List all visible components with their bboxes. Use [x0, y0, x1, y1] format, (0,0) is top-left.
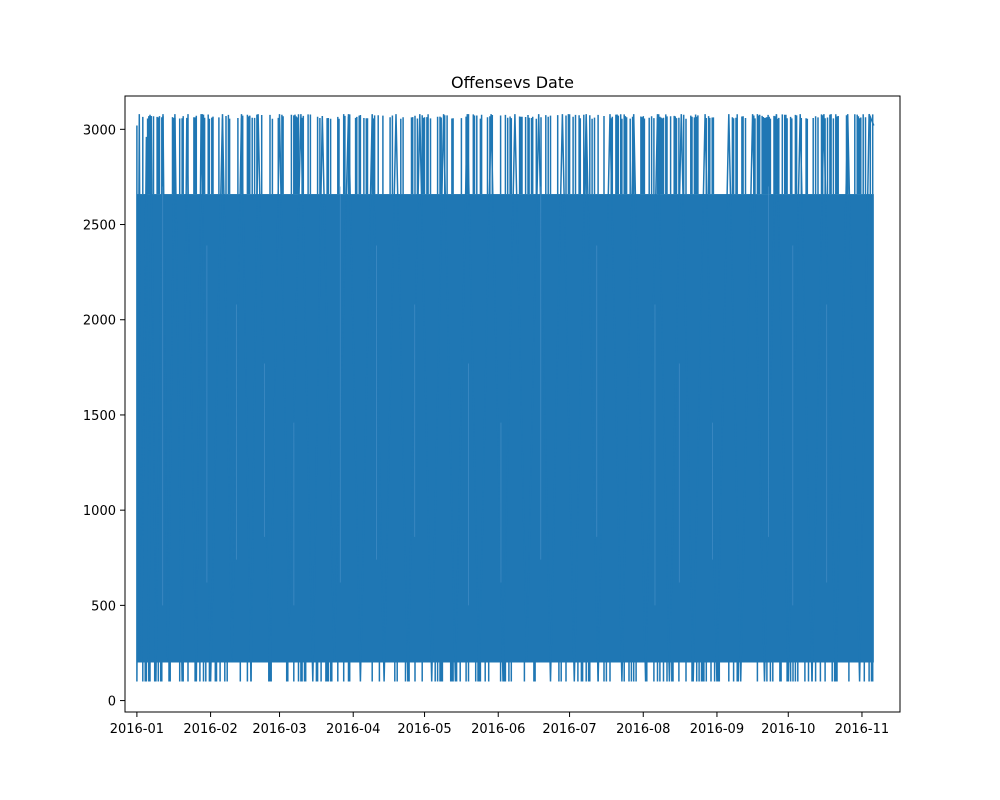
y-axis: 0 500 1000 1500 2000 2500 3000: [83, 123, 125, 710]
x-tick-label: 2016-09: [690, 722, 744, 737]
plot-frame: [124, 95, 901, 713]
x-tick-label: 2016-08: [616, 722, 670, 737]
y-tick-label: 2000: [83, 314, 116, 329]
x-axis: 2016-01 2016-02 2016-03 2016-04 2016-05 2016-…: [110, 712, 889, 737]
x-tick-label: 2016-03: [252, 722, 306, 737]
x-tick-label: 2016-06: [471, 722, 525, 737]
x-tick-label: 2016-10: [761, 722, 815, 737]
x-tick-label: 2016-04: [326, 722, 380, 737]
y-tick-label: 2500: [83, 219, 116, 234]
chart-title: Offensevs Date: [451, 73, 574, 92]
y-tick-label: 0: [108, 695, 116, 710]
plot-area: [136, 113, 875, 682]
x-tick-label: 2016-05: [397, 722, 451, 737]
x-tick-label: 2016-07: [542, 722, 596, 737]
series-line: [136, 113, 875, 682]
y-tick-label: 3000: [83, 123, 116, 138]
y-tick-label: 1000: [83, 504, 116, 519]
x-tick-label: 2016-01: [110, 722, 164, 737]
y-tick-label: 500: [91, 599, 116, 614]
x-tick-label: 2016-02: [183, 722, 237, 737]
x-tick-label: 2016-11: [835, 722, 889, 737]
y-tick-label: 1500: [83, 409, 116, 424]
